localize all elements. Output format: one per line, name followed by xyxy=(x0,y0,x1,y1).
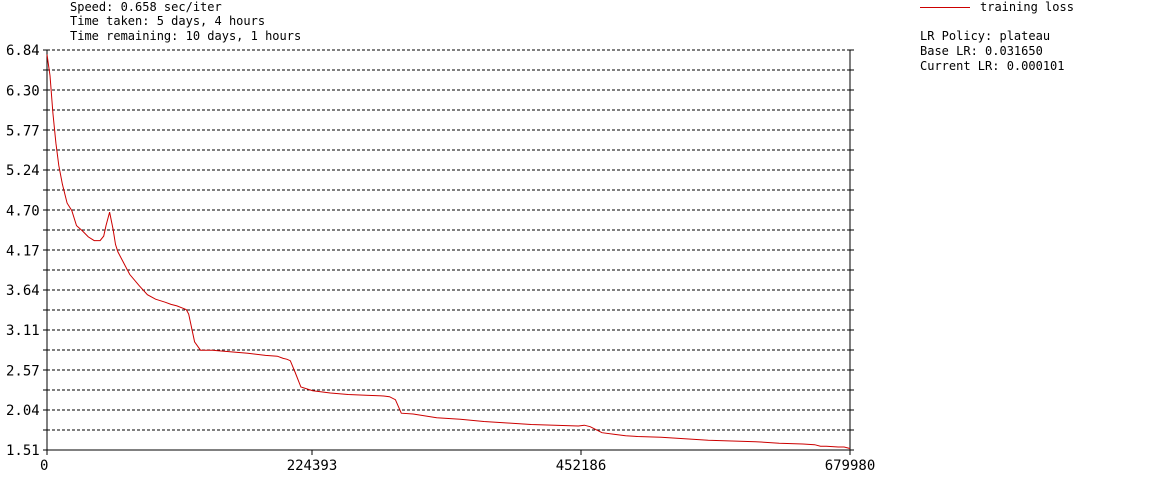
y-tick-label: 2.04 xyxy=(6,403,40,419)
y-tick-label: 4.17 xyxy=(6,243,40,259)
x-tick-label: 0 xyxy=(40,458,48,474)
y-tick-label: 5.24 xyxy=(6,163,40,179)
base-lr-text: Base LR: 0.031650 xyxy=(920,44,1043,58)
y-tick-label: 3.64 xyxy=(6,283,40,299)
y-tick-label: 3.11 xyxy=(6,323,40,339)
y-tick-label: 6.84 xyxy=(6,43,40,59)
series-line-training-loss xyxy=(46,54,851,449)
y-tick-label: 5.77 xyxy=(6,123,40,139)
speed-text: Speed: 0.658 sec/iter xyxy=(70,0,222,14)
x-tick-label: 224393 xyxy=(287,458,338,474)
lr-policy-text: LR Policy: plateau xyxy=(920,29,1051,43)
legend-label-training-loss: training loss xyxy=(980,0,1074,14)
time-taken-text: Time taken: 5 days, 4 hours xyxy=(70,14,266,28)
x-tick-label: 452186 xyxy=(556,458,607,474)
y-tick-label: 1.51 xyxy=(6,443,40,459)
y-tick-label: 4.70 xyxy=(6,204,40,220)
time-remaining-text: Time remaining: 10 days, 1 hours xyxy=(70,29,302,43)
current-lr-text: Current LR: 0.000101 xyxy=(920,59,1065,73)
y-tick-label: 2.57 xyxy=(6,363,40,379)
legend-swatch-training-loss xyxy=(920,7,970,8)
y-tick-label: 6.30 xyxy=(6,84,40,100)
x-tick-label: 679980 xyxy=(825,458,876,474)
